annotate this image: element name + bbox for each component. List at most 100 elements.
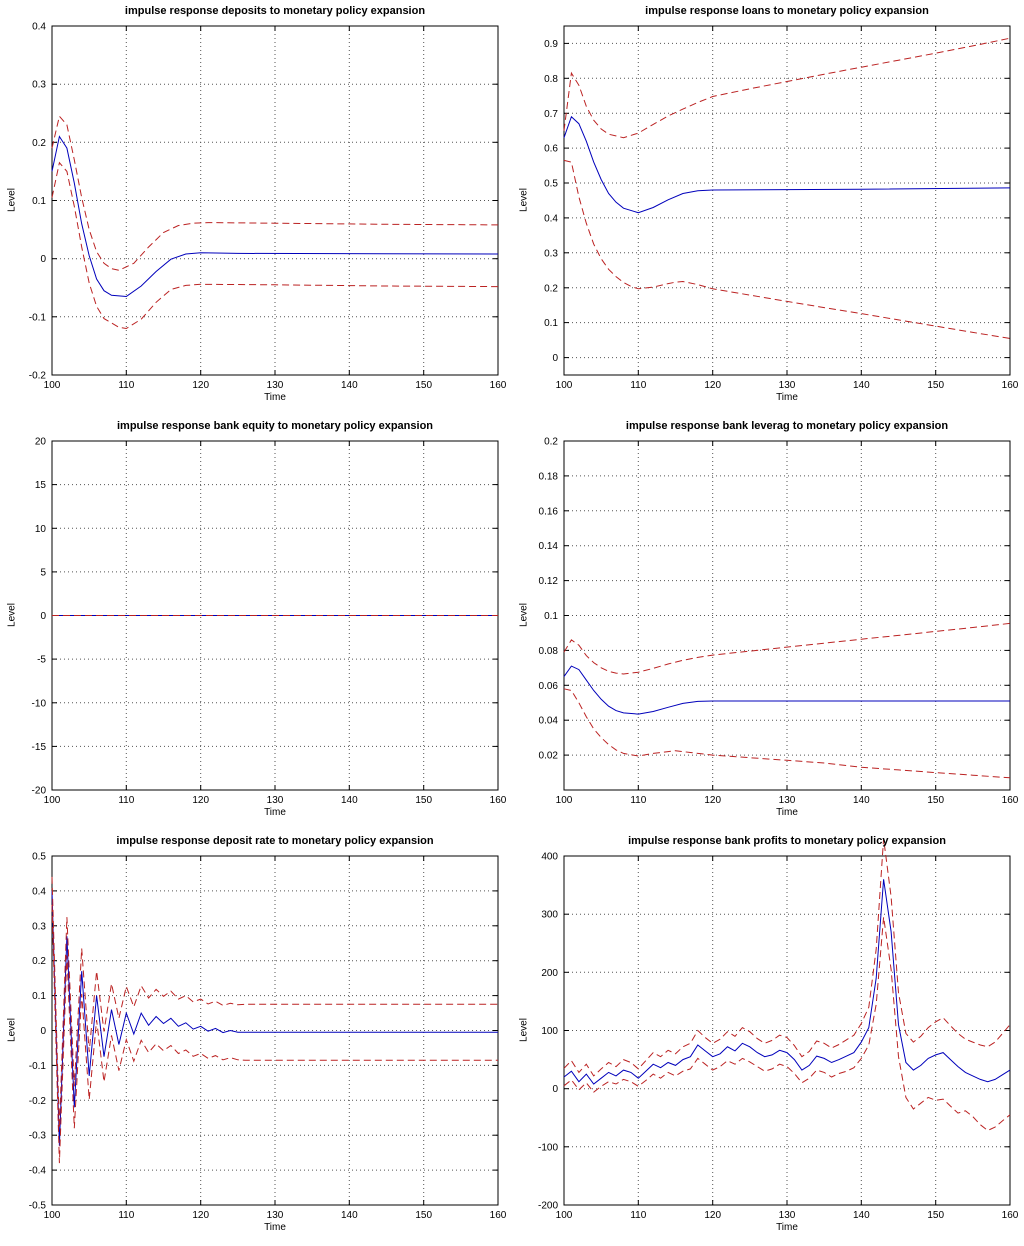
svg-text:130: 130 <box>779 380 796 391</box>
y-axis-label: Level <box>6 603 18 627</box>
svg-text:150: 150 <box>927 795 944 806</box>
svg-text:0.8: 0.8 <box>544 74 558 85</box>
svg-text:160: 160 <box>1002 380 1019 391</box>
svg-text:200: 200 <box>541 968 558 979</box>
svg-text:5: 5 <box>40 567 46 578</box>
svg-text:-0.4: -0.4 <box>29 1166 47 1177</box>
svg-text:0.1: 0.1 <box>32 196 46 207</box>
svg-text:0: 0 <box>552 1084 558 1095</box>
svg-text:400: 400 <box>541 852 558 863</box>
svg-text:120: 120 <box>192 795 209 806</box>
svg-text:110: 110 <box>630 380 646 391</box>
x-axis-label: Time <box>264 392 286 403</box>
svg-text:110: 110 <box>630 795 646 806</box>
svg-text:0.7: 0.7 <box>544 109 558 120</box>
x-axis-label: Time <box>776 392 798 403</box>
svg-text:-0.1: -0.1 <box>29 312 47 323</box>
svg-text:0.08: 0.08 <box>539 646 559 657</box>
svg-text:160: 160 <box>490 795 507 806</box>
svg-text:150: 150 <box>927 1210 944 1221</box>
svg-text:-0.3: -0.3 <box>29 1131 47 1142</box>
svg-text:0.5: 0.5 <box>32 852 46 863</box>
deposit-rate-plot-canvas: 100 110 120 130 140 150 160 -0.5 -0.4 -0.3 -0.2 -0.… <box>29 852 507 1222</box>
chart-title: impulse response loans to monetary polic… <box>645 5 929 17</box>
svg-text:120: 120 <box>192 380 209 391</box>
svg-text:100: 100 <box>556 1210 573 1221</box>
svg-text:110: 110 <box>118 795 134 806</box>
svg-text:130: 130 <box>779 795 796 806</box>
svg-text:110: 110 <box>118 1210 134 1221</box>
svg-text:100: 100 <box>44 1210 61 1221</box>
svg-text:0.1: 0.1 <box>544 318 558 329</box>
svg-text:160: 160 <box>1002 795 1019 806</box>
svg-text:0.18: 0.18 <box>539 471 559 482</box>
svg-text:140: 140 <box>853 380 870 391</box>
svg-text:150: 150 <box>415 1210 432 1221</box>
bank-equity-plot-canvas: 100 110 120 130 140 150 160 -20 -15 -10 -5 0 5 10 15 20 <box>32 437 507 807</box>
svg-text:0.6: 0.6 <box>544 144 558 155</box>
svg-text:0.3: 0.3 <box>32 80 46 91</box>
svg-text:120: 120 <box>704 795 721 806</box>
chart-title: impulse response bank profits to monetar… <box>628 835 946 847</box>
svg-text:120: 120 <box>192 1210 209 1221</box>
svg-text:140: 140 <box>341 1210 358 1221</box>
svg-text:100: 100 <box>556 380 573 391</box>
svg-text:160: 160 <box>490 1210 507 1221</box>
loans-plot-canvas: 100 110 120 130 140 150 160 0 0.1 0.2 0.3 0.4 0.5 0.6… <box>544 25 1019 391</box>
svg-text:0.06: 0.06 <box>539 681 559 692</box>
chart-title: impulse response bank leverag to monetar… <box>625 420 949 432</box>
svg-text:130: 130 <box>267 795 284 806</box>
svg-text:130: 130 <box>267 380 284 391</box>
x-axis-label: Time <box>264 1222 286 1233</box>
svg-text:0.02: 0.02 <box>539 751 559 762</box>
svg-text:100: 100 <box>541 1026 558 1037</box>
svg-text:0.9: 0.9 <box>544 39 558 50</box>
svg-text:0.2: 0.2 <box>544 283 558 294</box>
svg-text:0: 0 <box>40 254 46 265</box>
svg-text:140: 140 <box>853 795 870 806</box>
svg-text:150: 150 <box>415 795 432 806</box>
y-axis-label: Level <box>518 603 530 627</box>
x-axis-label: Time <box>776 1222 798 1233</box>
svg-text:300: 300 <box>541 910 558 921</box>
svg-text:160: 160 <box>490 380 507 391</box>
chart-title: impulse response bank equity to monetary… <box>116 420 434 432</box>
svg-text:0.4: 0.4 <box>32 22 46 33</box>
y-axis-label: Level <box>6 1018 18 1042</box>
svg-text:0: 0 <box>552 353 558 364</box>
svg-text:-0.2: -0.2 <box>29 1096 47 1107</box>
svg-text:10: 10 <box>35 524 47 535</box>
svg-text:0.12: 0.12 <box>539 576 559 587</box>
svg-text:140: 140 <box>341 380 358 391</box>
chart-panel-bank-equity: 100 110 120 130 140 150 160 -20 -15 -10 -5 0 5 10 15 20… <box>0 415 512 830</box>
svg-text:20: 20 <box>35 437 47 448</box>
svg-text:0: 0 <box>40 611 46 622</box>
svg-text:100: 100 <box>556 795 573 806</box>
svg-text:150: 150 <box>415 380 432 391</box>
svg-text:0: 0 <box>40 1026 46 1037</box>
svg-text:0.2: 0.2 <box>32 138 46 149</box>
svg-text:100: 100 <box>44 380 61 391</box>
y-axis-label: Level <box>6 188 18 212</box>
svg-text:110: 110 <box>118 380 134 391</box>
svg-text:130: 130 <box>267 1210 284 1221</box>
svg-text:-5: -5 <box>37 655 46 666</box>
bank-leverage-plot-canvas: 100 110 120 130 140 150 160 0.02 0.04 0.06 0.08 0.1… <box>539 437 1019 807</box>
svg-text:140: 140 <box>341 795 358 806</box>
chart-title: impulse response deposit rate to monetar… <box>116 835 434 847</box>
svg-text:120: 120 <box>704 380 721 391</box>
svg-text:0.14: 0.14 <box>539 541 559 552</box>
svg-text:0.3: 0.3 <box>544 248 558 259</box>
svg-text:-0.1: -0.1 <box>29 1061 47 1072</box>
svg-text:140: 140 <box>853 1210 870 1221</box>
svg-text:0.2: 0.2 <box>32 956 46 967</box>
svg-text:0.04: 0.04 <box>539 716 559 727</box>
svg-text:0.3: 0.3 <box>32 921 46 932</box>
svg-text:-0.5: -0.5 <box>29 1201 47 1212</box>
chart-panel-deposits: 100 110 120 130 140 150 160 -0.2 -0.1 0 0.1 0.2 0.3 0… <box>0 0 512 415</box>
svg-text:120: 120 <box>704 1210 721 1221</box>
y-axis-label: Level <box>518 1018 530 1042</box>
chart-panel-bank-profits: 100 110 120 130 140 150 160 -200 -100 0 100 200 300 4… <box>512 830 1024 1245</box>
svg-text:110: 110 <box>630 1210 646 1221</box>
